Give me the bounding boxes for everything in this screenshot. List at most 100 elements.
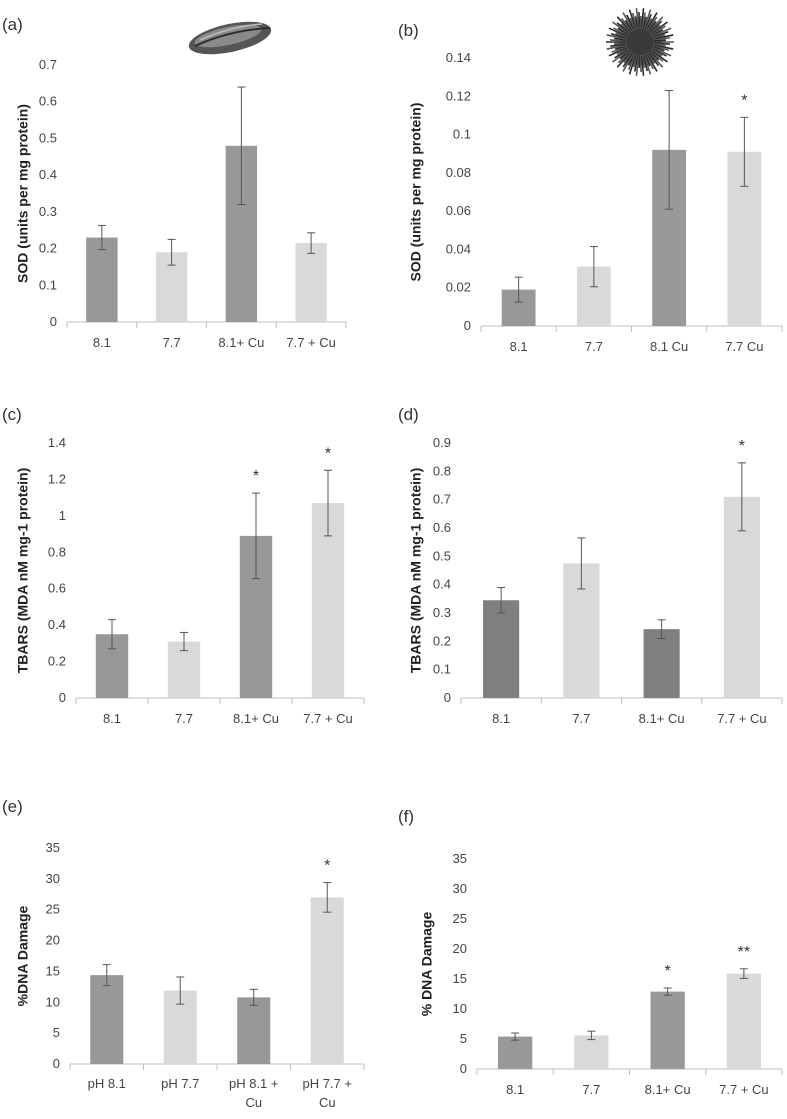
chart-panel-a: (a) SOD (units per mg protein) 0 0.1 0.2 0.3 0… xyxy=(2,15,347,350)
y-tick-label: 0.4 xyxy=(39,167,57,182)
panel-label: (a) xyxy=(2,15,23,34)
error-bar xyxy=(663,987,672,996)
significance-marker: * xyxy=(739,438,745,455)
significance-marker: ** xyxy=(738,944,750,961)
error-bar xyxy=(740,116,749,187)
y-tick-label: 0.04 xyxy=(446,241,471,256)
y-tick-label: 0.1 xyxy=(39,277,57,292)
y-tick-label: 5 xyxy=(460,1031,467,1046)
y-tick-label: 30 xyxy=(453,881,467,896)
bar xyxy=(726,973,762,1069)
bar xyxy=(650,991,685,1069)
bar xyxy=(497,1036,533,1069)
error-bar xyxy=(324,469,332,537)
bar xyxy=(90,975,124,1064)
x-tick-label: 7.7 xyxy=(572,711,590,726)
y-tick-label: 0 xyxy=(460,1061,467,1076)
y-tick-label: 15 xyxy=(453,971,467,986)
y-tick-label: 0.08 xyxy=(446,165,471,180)
error-bar xyxy=(249,988,258,1006)
x-tick-label: 8.1 xyxy=(510,339,528,354)
x-tick-label: pH 8.1 + Cu xyxy=(229,1076,279,1110)
y-tick-label: 25 xyxy=(453,911,467,926)
error-bar xyxy=(307,232,316,254)
y-tick-label: 1.2 xyxy=(48,471,66,486)
mussel-icon xyxy=(188,21,272,55)
y-tick-label: 10 xyxy=(453,1001,467,1016)
y-tick-label: 1.4 xyxy=(48,435,66,450)
y-axis-label: % DNA Damage xyxy=(419,912,435,1017)
x-tick-label: pH 7.7 + Cu xyxy=(302,1076,352,1110)
x-tick-label: 8.1 xyxy=(492,711,510,726)
y-tick-label: 25 xyxy=(46,902,60,917)
bar xyxy=(295,243,327,322)
y-tick-label: 0.8 xyxy=(48,544,66,559)
error-bar xyxy=(577,537,586,590)
x-tick-label: 7.7 + Cu xyxy=(303,711,353,726)
y-axis-label: TBARS (MDA nM mg-1 protein) xyxy=(15,468,31,674)
y-tick-label: 0.14 xyxy=(446,50,471,65)
x-tick-label: 7.7 xyxy=(175,711,193,726)
x-tick-label: 8.1+ Cu xyxy=(233,711,279,726)
y-tick-label: 0 xyxy=(59,690,66,705)
y-tick-label: 0 xyxy=(50,314,57,329)
y-tick-label: 0.8 xyxy=(433,463,451,478)
sea-urchin-icon xyxy=(606,8,674,76)
chart-panel-c: (c) TBARS (MDA nM mg-1 protein) 0 0.2 0.4 0.6… xyxy=(2,405,365,726)
x-tick-label: 8.1 Cu xyxy=(650,339,688,354)
x-tick-label: 8.1 xyxy=(93,335,111,350)
error-bar xyxy=(657,619,666,639)
y-tick-label: 20 xyxy=(46,933,60,948)
y-tick-label: 0.4 xyxy=(433,577,451,592)
y-tick-label: 30 xyxy=(46,871,60,886)
x-tick-label: 7.7 Cu xyxy=(725,339,763,354)
panel-label: (b) xyxy=(398,21,419,40)
y-tick-label: 0.02 xyxy=(446,280,471,295)
error-bar xyxy=(497,587,506,614)
error-bar xyxy=(167,238,176,266)
x-tick-label: 8.1+ Cu xyxy=(639,711,685,726)
significance-marker: * xyxy=(325,445,331,462)
y-axis-label: SOD (units per mg protein) xyxy=(408,103,424,282)
x-tick-label: pH 7.7 xyxy=(161,1076,199,1091)
y-tick-label: 0.6 xyxy=(48,581,66,596)
y-tick-label: 0 xyxy=(464,318,471,333)
significance-marker: * xyxy=(665,963,671,980)
y-tick-label: 5 xyxy=(53,1025,60,1040)
chart-panel-d: (d) TBARS (MDA nM mg-1 protein) 0 0.1 0.2 0.3… xyxy=(398,405,783,726)
y-tick-label: 0.12 xyxy=(446,88,471,103)
y-tick-label: 0.2 xyxy=(48,654,66,669)
error-bar xyxy=(252,492,260,580)
y-tick-label: 0.5 xyxy=(433,548,451,563)
x-tick-label: 8.1 xyxy=(506,1082,524,1097)
x-tick-label: 7.7 + Cu xyxy=(717,711,767,726)
y-tick-label: 0 xyxy=(53,1056,60,1071)
x-tick-label: 7.7 + Cu xyxy=(719,1082,769,1097)
x-tick-label: 8.1+ Cu xyxy=(645,1082,691,1097)
error-bar xyxy=(108,619,116,650)
error-bar xyxy=(237,86,246,206)
y-tick-label: 0.6 xyxy=(433,520,451,535)
error-bar xyxy=(739,968,748,979)
panel-label: (d) xyxy=(398,405,419,424)
panel-label: (c) xyxy=(2,405,22,424)
bar xyxy=(86,237,118,322)
error-bar xyxy=(511,1032,520,1041)
y-tick-label: 1 xyxy=(59,508,66,523)
x-tick-label: 8.1 xyxy=(103,711,121,726)
y-tick-label: 35 xyxy=(46,840,60,855)
x-tick-label: 8.1+ Cu xyxy=(218,335,264,350)
chart-panel-e: (e) %DNA Damage 0 5 10 15 20 25 30 35 pH 8.1 pH 7.7… xyxy=(2,797,365,1110)
y-tick-label: 0 xyxy=(444,690,451,705)
y-tick-label: 0.7 xyxy=(433,492,451,507)
y-axis-label: %DNA Damage xyxy=(15,905,31,1006)
chart-panel-f: (f) % DNA Damage 0 5 10 15 20 25 30 35 8.1 7.7 * 8.1+… xyxy=(398,807,783,1097)
y-tick-label: 15 xyxy=(46,963,60,978)
error-bar xyxy=(737,462,746,532)
significance-marker: * xyxy=(741,92,747,109)
error-bar xyxy=(587,1030,596,1041)
y-tick-label: 0.1 xyxy=(433,662,451,677)
y-axis-label: SOD (units per mg protein) xyxy=(15,104,31,283)
y-axis-label: TBARS (MDA nM mg-1 protein) xyxy=(408,468,424,674)
bar xyxy=(574,1035,609,1069)
